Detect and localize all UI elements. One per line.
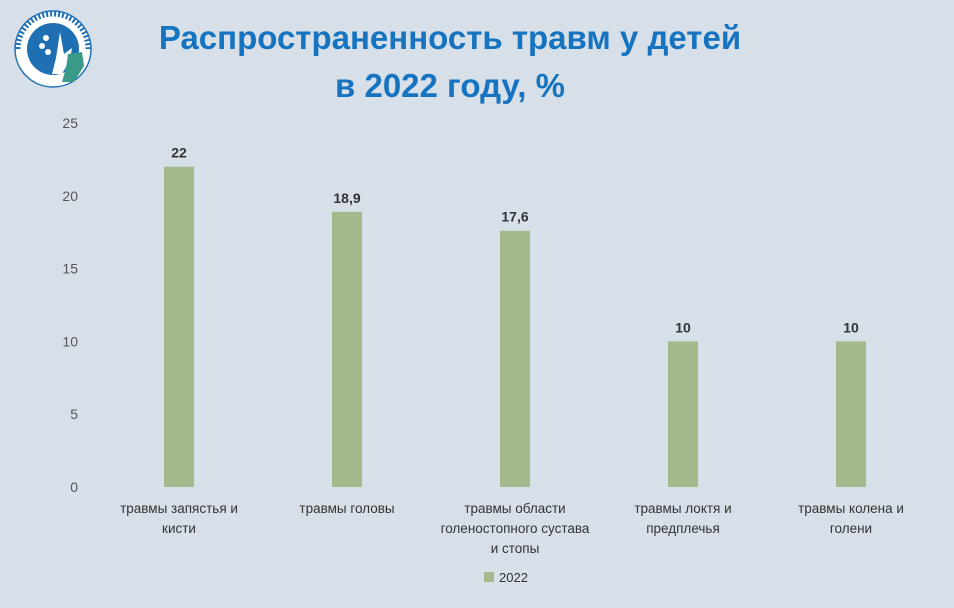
- category-label: и стопы: [491, 541, 540, 556]
- legend-label: 2022: [499, 570, 528, 585]
- data-label: 17,6: [501, 209, 528, 225]
- bar: [332, 211, 362, 488]
- bar: [500, 230, 530, 487]
- data-label: 10: [675, 319, 691, 335]
- institute-logo: [14, 10, 92, 88]
- chart-title-line-2: в 2022 году, %: [335, 67, 565, 104]
- y-tick-label: 20: [62, 188, 78, 204]
- chart-title: Распространенность травм у детей в 2022 …: [120, 14, 780, 110]
- category-label: травмы запястья и: [120, 501, 238, 516]
- category-label: травмы локтя и: [634, 501, 731, 516]
- bar: [164, 166, 194, 487]
- y-tick-label: 10: [62, 333, 78, 349]
- data-label: 18,9: [333, 190, 360, 206]
- y-tick-label: 25: [62, 115, 78, 131]
- category-label: голеностопного сустава: [441, 521, 590, 536]
- chart-title-line-1: Распространенность травм у детей: [158, 19, 742, 56]
- bar: [836, 341, 866, 487]
- category-label: голени: [830, 521, 872, 536]
- category-label: травмы головы: [299, 501, 394, 516]
- category-label: травмы области: [464, 501, 565, 516]
- category-label: предплечья: [646, 521, 720, 536]
- legend-swatch: [484, 572, 494, 582]
- data-label: 22: [171, 145, 187, 161]
- category-label: травмы колена и: [798, 501, 904, 516]
- category-label: кисти: [162, 521, 196, 536]
- data-label: 10: [843, 319, 859, 335]
- y-tick-label: 0: [70, 479, 78, 495]
- y-tick-label: 5: [70, 406, 78, 422]
- bar: [668, 341, 698, 487]
- y-tick-label: 15: [62, 261, 78, 277]
